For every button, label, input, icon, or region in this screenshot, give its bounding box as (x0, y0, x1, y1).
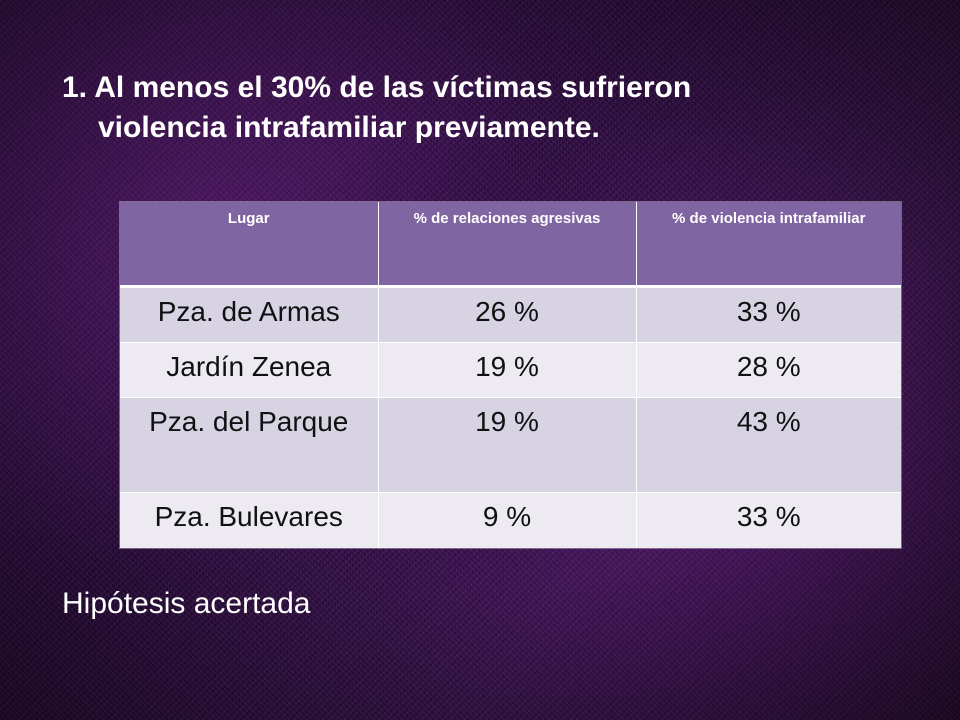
cell-violencia-intrafamiliar: 28 % (635, 341, 901, 397)
slide-title-line-1: 1. Al menos el 30% de las víctimas sufri… (62, 71, 692, 104)
column-header-lugar: Lugar (120, 202, 378, 288)
table-header-row: Lugar % de relaciones agresivas % de vio… (120, 202, 901, 288)
cell-lugar: Pza. Bulevares (120, 491, 378, 548)
table-row: Pza. Bulevares 9 % 33 % (120, 491, 901, 548)
cell-relaciones-agresivas: 19 % (377, 396, 636, 492)
table-row: Pza. de Armas 26 % 33 % (120, 285, 901, 342)
column-header-relaciones-agresivas: % de relaciones agresivas (377, 202, 636, 288)
cell-violencia-intrafamiliar: 43 % (635, 396, 901, 492)
column-header-violencia-intrafamiliar: % de violencia intrafamiliar (635, 202, 901, 288)
cell-violencia-intrafamiliar: 33 % (635, 285, 901, 342)
slide-title: 1. Al menos el 30% de las víctimas sufri… (62, 68, 882, 148)
slide-title-line-2: violencia intrafamiliar previamente. (98, 111, 600, 144)
cell-violencia-intrafamiliar: 33 % (635, 491, 901, 548)
conclusion-text: Hipótesis acertada (62, 587, 311, 620)
results-table: Lugar % de relaciones agresivas % de vio… (120, 202, 901, 548)
cell-relaciones-agresivas: 19 % (377, 341, 636, 397)
cell-lugar: Pza. de Armas (120, 285, 378, 342)
cell-relaciones-agresivas: 26 % (377, 285, 636, 342)
table-row: Jardín Zenea 19 % 28 % (120, 341, 901, 397)
cell-relaciones-agresivas: 9 % (377, 491, 636, 548)
table-row: Pza. del Parque 19 % 43 % (120, 396, 901, 492)
cell-lugar: Pza. del Parque (120, 396, 378, 492)
cell-lugar: Jardín Zenea (120, 341, 378, 397)
